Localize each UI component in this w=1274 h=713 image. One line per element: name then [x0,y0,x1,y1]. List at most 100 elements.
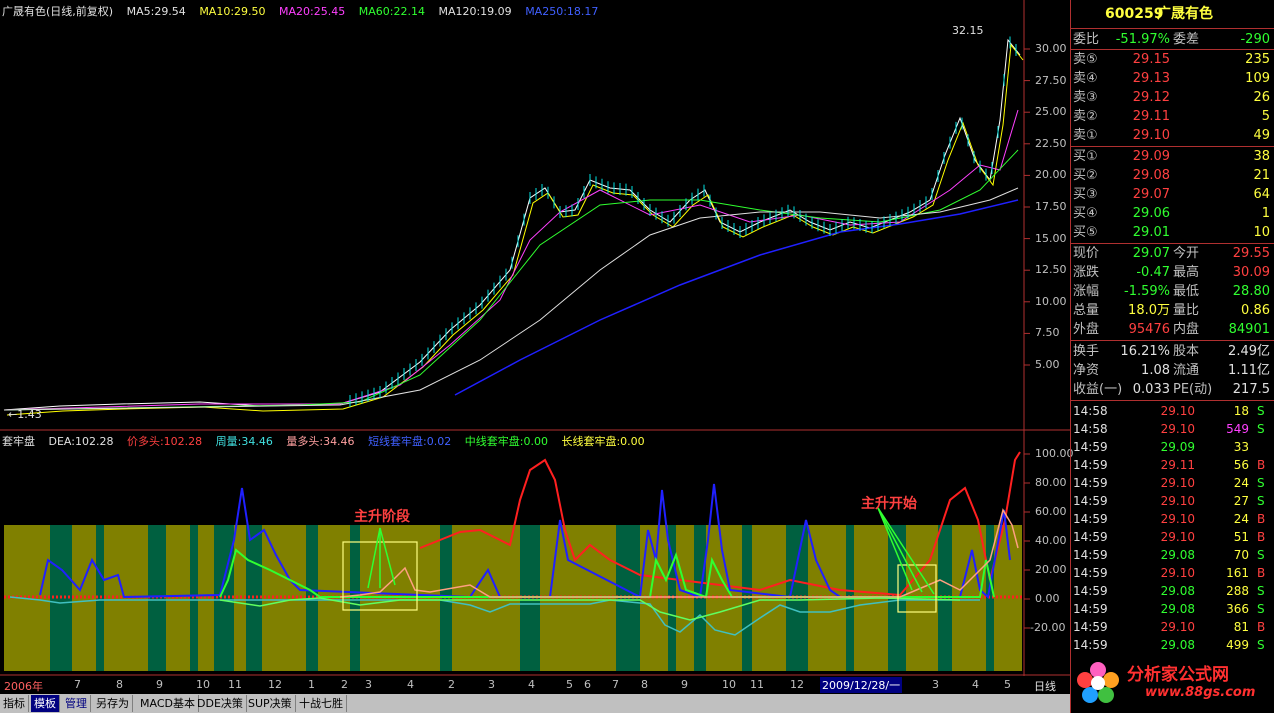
ask-row: 卖② 29.11 5 [1073,109,1270,124]
date-tick: 10 [722,678,736,691]
tab-template[interactable]: 模板 [31,695,60,712]
date-tick: 7 [74,678,81,691]
ma20-label: MA20:25.45 [279,5,346,18]
price-tick: 20.00 [1035,168,1067,182]
tab-ten-battles[interactable]: 十战七胜 [296,695,347,712]
bid-row: 买⑤ 29.01 10 [1073,225,1270,240]
indicator-tick: 40.00 [1035,534,1067,547]
main-chart-header: 广晟有色(日线,前复权) MA5:29.54 MA10:29.50 MA20:2… [2,3,608,19]
short-trap-label: 短线套牢盘:0.02 [368,435,452,448]
bid-row: 买① 29.09 38 [1073,149,1270,164]
tab-dde[interactable]: DDE决策 [194,695,247,712]
stat-row: 涨幅 -1.59% 最低 28.80 [1073,284,1270,299]
chart-title: 广晟有色(日线,前复权) [2,5,114,18]
fundamental-row: 收益(一) 0.033 PE(动) 217.5 [1073,382,1270,397]
date-tick: 10 [196,678,210,691]
axis-ticks [1024,48,1030,629]
price-tick: 10.00 [1035,294,1067,308]
tab-save-as[interactable]: 另存为 [93,695,133,712]
week-label: 周量:34.46 [215,435,273,448]
tick-row: 14:59 29.08 366 S [1073,602,1265,616]
ma10-label: MA10:29.50 [199,5,266,18]
low-price-label: ←1.43 [8,408,42,421]
price-lines [3,36,1024,416]
tab-manage[interactable]: 管理 [62,695,91,712]
indicator-tick: 20.00 [1035,563,1067,576]
stat-row: 现价 29.07 今开 29.55 [1073,246,1270,261]
dea-label: DEA:102.28 [48,435,114,448]
tick-row: 14:59 29.10 51 B [1073,530,1266,544]
indicator-tick: 60.00 [1035,505,1067,518]
stock-name: 广晟有色 [1157,6,1213,22]
indicator-tick: 80.00 [1035,476,1067,489]
long-trap-label: 长线套牢盘:0.00 [561,435,645,448]
tick-row: 14:59 29.08 70 S [1073,548,1265,562]
bid-row: 买④ 29.06 1 [1073,206,1270,221]
indicator-tick: -20.00 [1030,621,1066,634]
tick-row: 14:59 29.10 24 B [1073,512,1266,526]
mid-trap-label: 中线套牢盘:0.00 [464,435,548,448]
price-tick: 27.50 [1035,73,1067,87]
fundamental-row: 净资 1.08 流通 1.11亿 [1073,363,1270,378]
date-tick: 2 [448,678,455,691]
high-price-label: 32.15 [952,24,984,37]
stock-code: 600259 [1105,6,1164,22]
annotation-main-rise-start: 主升开始 [861,496,917,512]
price-bull-label: 价多头:102.28 [126,435,203,448]
tab-indicator[interactable]: 指标 [0,695,29,712]
date-tick: 12 [790,678,804,691]
price-tick: 12.50 [1035,263,1067,277]
stat-row: 总量 18.0万 量比 0.86 [1073,303,1270,318]
date-tick: 3 [365,678,372,691]
ask-row: 卖③ 29.12 26 [1073,90,1270,105]
price-tick: 30.00 [1035,42,1067,55]
date-tick: 5 [1004,678,1011,691]
flower-logo-icon [1077,662,1119,703]
ask-row: 卖① 29.10 49 [1073,128,1270,143]
period-label[interactable]: 日线 [1034,680,1056,693]
watermark-title: 分析家公式网 [1127,665,1229,685]
tab-sup[interactable]: SUP决策 [245,695,296,712]
date-tick: 4 [528,678,535,691]
ma60-label: MA60:22.14 [358,5,425,18]
date-tick: 9 [156,678,163,691]
date-axis: 2009/12/28/一 日线 2006年 7 8 9 10 11 12 1 2 3 4 2 3 4 5 6 7… [0,676,1070,693]
date-tick: 3 [488,678,495,691]
date-tick: 8 [116,678,123,691]
date-tick: 5 [566,678,573,691]
weibi-row: 委比 -51.97% 委差 -290 [1073,32,1270,47]
date-tick: 11 [750,678,764,691]
ask-row: 卖⑤ 29.15 235 [1073,52,1270,67]
tick-row: 14:59 29.10 27 S [1073,494,1265,508]
date-tick: 4 [407,678,414,691]
tick-row: 14:58 29.10 18 S [1073,404,1265,418]
annotation-arrows-2 [877,507,935,595]
tab-macd[interactable]: MACD基本 [137,695,199,712]
stat-row: 涨跌 -0.47 最高 30.09 [1073,265,1270,280]
price-tick: 25.00 [1035,105,1067,119]
indicator-tick: 100.00 [1035,447,1074,460]
indicator-name[interactable]: 套牢盘 [2,435,35,448]
stock-title: 600259 广晟有色 [1071,5,1274,24]
date-tick: 6 [584,678,591,691]
cursor-date: 2009/12/28/一 [820,677,903,693]
chart-canvas[interactable] [0,0,1070,713]
tick-row: 14:59 29.08 288 S [1073,584,1265,598]
tick-row: 14:59 29.10 81 B [1073,620,1266,634]
price-tick: 22.50 [1035,136,1067,150]
date-tick: 7 [612,678,619,691]
ma120-label: MA120:19.09 [438,5,512,18]
date-tick: 3 [932,678,939,691]
date-tick: 4 [972,678,979,691]
stat-row: 外盘 95476 内盘 84901 [1073,322,1270,337]
tick-row: 14:59 29.08 499 S [1073,638,1265,652]
ask-row: 卖④ 29.13 109 [1073,71,1270,86]
tick-row: 14:59 29.10 161 B [1073,566,1266,580]
quote-panel: 600259 广晟有色 委比 -51.97% 委差 -290 卖⑤ 29.15 23… [1070,0,1274,713]
price-tick: 5.00 [1035,358,1060,371]
date-tick: 2006年 [4,680,43,693]
date-tick: 11 [228,678,242,691]
fundamental-row: 换手 16.21% 股本 2.49亿 [1073,344,1270,359]
chart-area[interactable]: 广晟有色(日线,前复权) MA5:29.54 MA10:29.50 MA20:2… [0,0,1074,713]
tick-row: 14:59 29.11 56 B [1073,458,1266,472]
